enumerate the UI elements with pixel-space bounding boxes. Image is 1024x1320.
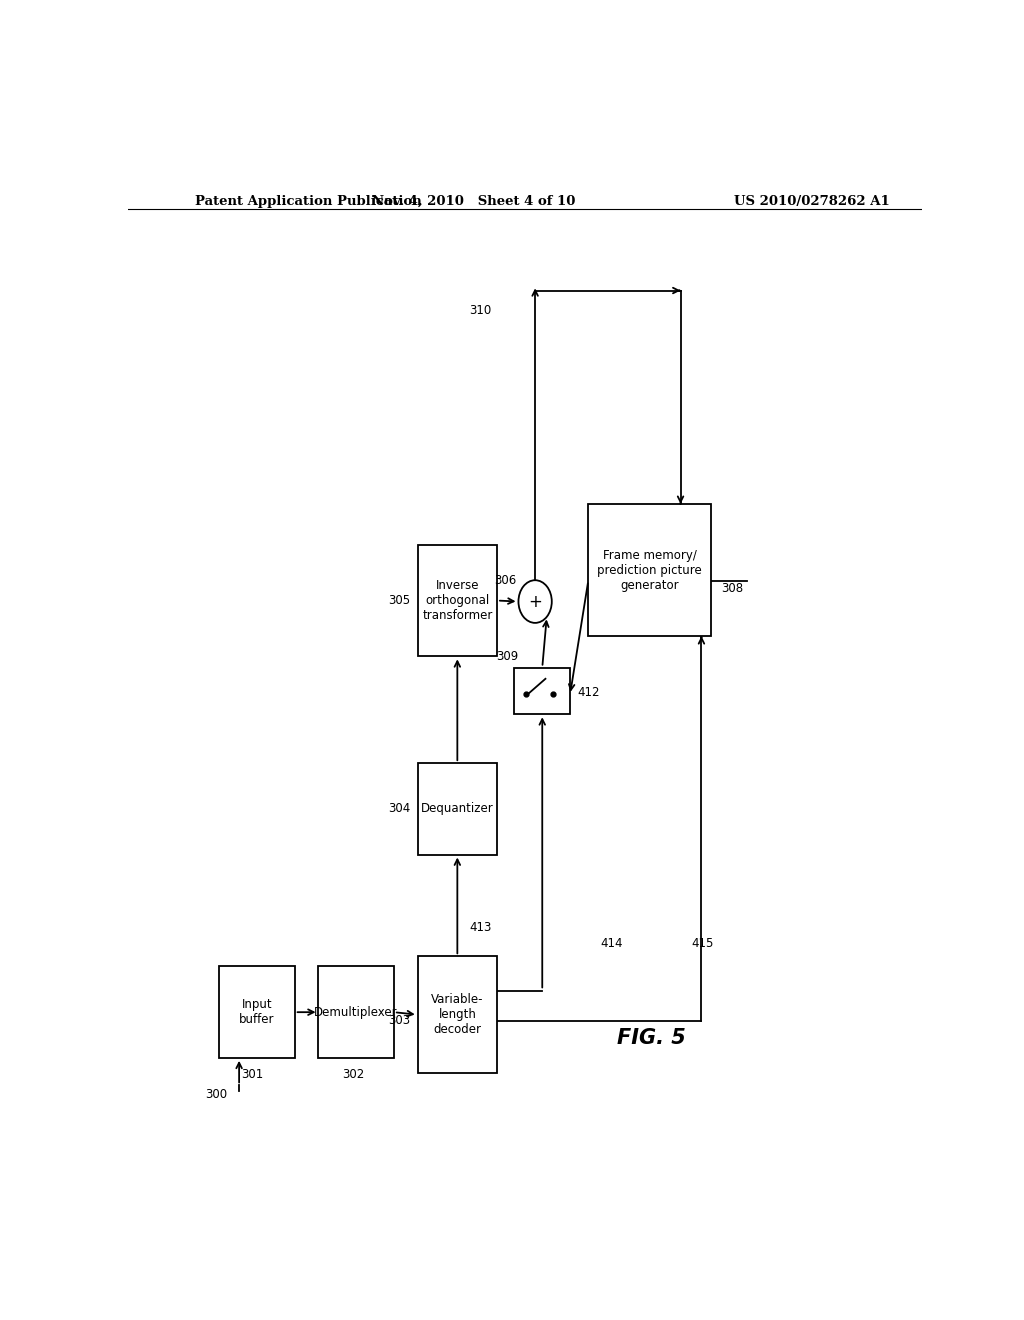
Text: Nov. 4, 2010   Sheet 4 of 10: Nov. 4, 2010 Sheet 4 of 10: [372, 195, 574, 209]
Text: Inverse
orthogonal
transformer: Inverse orthogonal transformer: [422, 579, 493, 622]
Text: Demultiplexer: Demultiplexer: [314, 1006, 398, 1019]
Text: 305: 305: [388, 594, 411, 607]
Bar: [588, 504, 712, 636]
Text: Frame memory/
prediction picture
generator: Frame memory/ prediction picture generat…: [597, 549, 702, 591]
Text: 308: 308: [722, 582, 743, 595]
Text: Dequantizer: Dequantizer: [421, 803, 494, 816]
Text: 304: 304: [388, 803, 411, 816]
Text: 303: 303: [388, 1014, 411, 1027]
Bar: [219, 966, 295, 1057]
Text: 412: 412: [578, 685, 600, 698]
Text: Input
buffer: Input buffer: [240, 998, 274, 1026]
Circle shape: [518, 581, 552, 623]
Text: 306: 306: [495, 574, 517, 586]
Text: 309: 309: [497, 649, 518, 663]
Text: +: +: [528, 593, 542, 611]
Bar: [418, 545, 497, 656]
Text: FIG. 5: FIG. 5: [617, 1027, 686, 1048]
Text: 413: 413: [469, 921, 492, 935]
Text: 415: 415: [691, 937, 714, 949]
Text: 300: 300: [205, 1088, 227, 1101]
Text: 310: 310: [469, 305, 492, 317]
Text: 302: 302: [342, 1068, 365, 1081]
Bar: [318, 966, 394, 1057]
Text: 301: 301: [242, 1068, 264, 1081]
Bar: [418, 956, 497, 1073]
Text: Patent Application Publication: Patent Application Publication: [196, 195, 422, 209]
Text: 414: 414: [600, 937, 623, 949]
Text: Variable-
length
decoder: Variable- length decoder: [431, 993, 483, 1036]
Bar: [418, 763, 497, 854]
Text: US 2010/0278262 A1: US 2010/0278262 A1: [734, 195, 890, 209]
Bar: [514, 668, 570, 714]
